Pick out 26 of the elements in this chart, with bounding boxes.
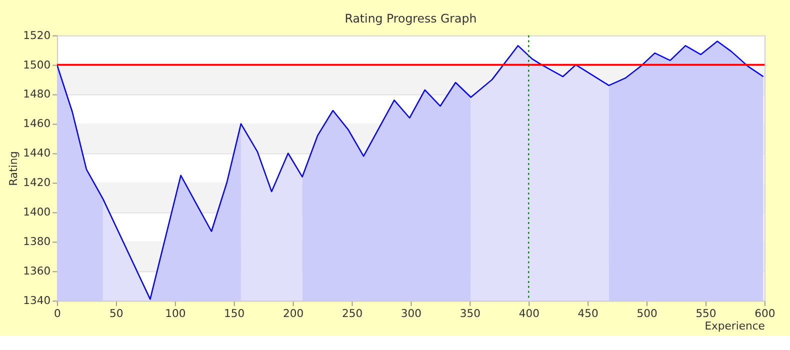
x-tick-label: 600 — [754, 306, 776, 320]
x-tick-label: 300 — [400, 306, 422, 320]
y-tick-label: 1340 — [23, 294, 51, 308]
x-tick-label: 250 — [342, 306, 363, 320]
x-tick-label: 0 — [54, 306, 62, 320]
y-tick-label: 1480 — [23, 88, 51, 101]
x-tick-label: 100 — [165, 306, 186, 320]
x-axis-title: Experience — [704, 320, 766, 333]
y-tick-label: 1500 — [23, 58, 51, 72]
chart-title: Rating Progress Graph — [344, 12, 477, 26]
y-tick-label: 1400 — [23, 206, 51, 219]
y-tick-label: 1520 — [23, 28, 51, 42]
x-tick-label: 200 — [283, 306, 304, 320]
y-axis-title: Rating — [7, 151, 20, 186]
y-tick-label: 1380 — [23, 235, 51, 248]
x-tick-label: 50 — [110, 306, 124, 320]
y-tick-label: 1360 — [23, 264, 51, 278]
x-tick-label: 150 — [224, 306, 245, 320]
x-tick-label: 450 — [578, 306, 599, 320]
x-tick-label: 550 — [696, 306, 716, 320]
x-tick-label: 350 — [460, 306, 481, 320]
y-tick-label: 1420 — [23, 176, 51, 190]
x-tick-label: 500 — [636, 306, 658, 320]
y-tick-label: 1440 — [23, 146, 51, 160]
y-tick-label: 1460 — [23, 117, 51, 130]
x-tick-label: 400 — [518, 306, 540, 320]
